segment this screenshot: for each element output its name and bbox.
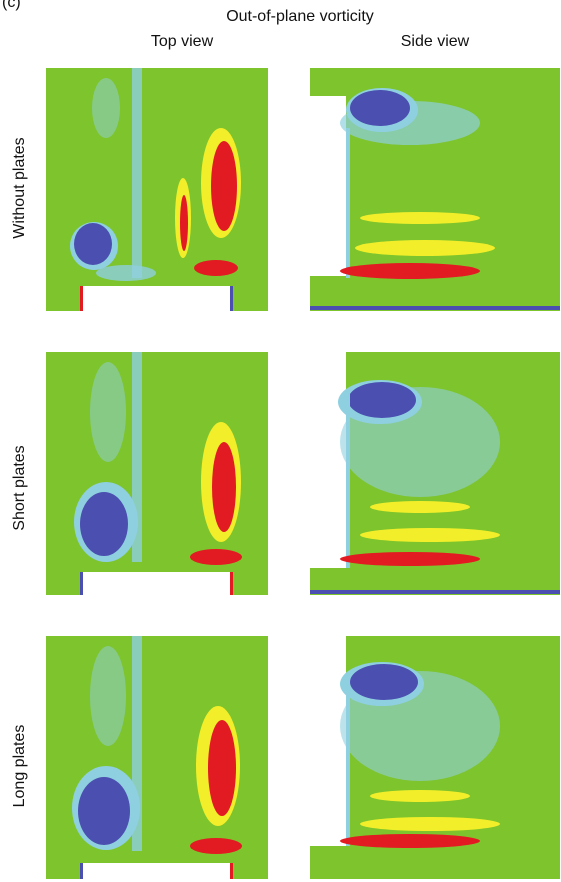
column-header-top-view: Top view: [150, 33, 214, 50]
row-label-long-plates: Long plates: [11, 724, 28, 808]
panel-label: (c): [2, 0, 21, 11]
figure-title: Out-of-plane vorticity: [226, 8, 374, 25]
column-header-side-view: Side view: [400, 33, 470, 50]
side-view-long-plates: [310, 636, 560, 879]
top-view-long-plates: [46, 636, 268, 879]
row-label-without-plates: Without plates: [11, 137, 28, 239]
top-view-without-plates: [46, 68, 268, 311]
side-view-short-plates: [310, 352, 560, 595]
side-view-without-plates: [310, 68, 560, 311]
top-view-short-plates: [46, 352, 268, 595]
row-label-short-plates: Short plates: [11, 445, 28, 531]
